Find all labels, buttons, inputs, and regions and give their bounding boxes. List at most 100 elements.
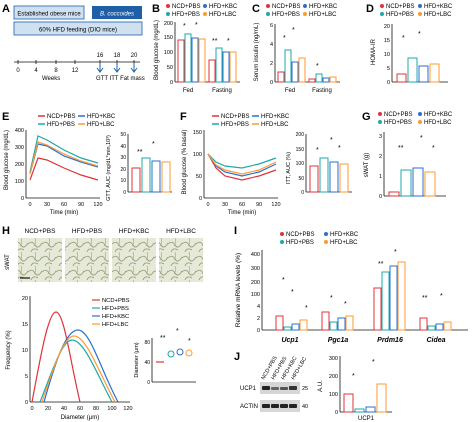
y-tick-label: 0 <box>25 400 28 406</box>
timeline-tick-label: 18 <box>114 53 121 59</box>
y-tick-label: 50 <box>120 132 126 138</box>
significance-star: ** <box>378 261 384 268</box>
inset-y-label-e: GTT, AUC (mg/dL*min,10³) <box>106 135 112 201</box>
significance-star: * <box>330 137 333 144</box>
diameter-dots <box>156 348 193 363</box>
y-tick-label: 3 <box>379 134 382 140</box>
panel-letter-b: B <box>152 3 160 15</box>
panel-f: F NCD+PBS HFD+KBC HFD+PBS HFD+LBC Blood … <box>180 111 352 216</box>
y-tick-label: 100 <box>251 292 260 298</box>
significance-star: * <box>291 289 294 296</box>
y-tick-label: 100 <box>329 392 338 398</box>
x-tick-label: 80 <box>93 406 99 412</box>
legend-entry: HFD+PBS <box>272 12 300 18</box>
x-tick-label: 60 <box>77 406 83 412</box>
legend-entry: HFD+PBS <box>384 120 412 126</box>
x-axis-label-j: UCP1 <box>358 416 375 422</box>
significance-star: * <box>316 63 319 70</box>
y-tick-label: 400 <box>15 128 24 134</box>
panel-c: C NCD+PBS HFD+KBC HFD+PBS HFD+LBC Serum … <box>252 3 340 94</box>
y-tick-label: 100 <box>164 50 173 56</box>
bars-b <box>177 33 237 83</box>
legend-entry: NCD+PBS <box>221 114 250 120</box>
legend-entry: NCD+PBS <box>172 4 201 10</box>
significance-star: * <box>372 359 375 366</box>
significance-star: ** <box>398 145 404 152</box>
legend-entry: HFD+LBC <box>424 120 452 126</box>
y-tick-label: 5 <box>25 374 28 380</box>
bars-d <box>396 57 440 83</box>
x-tick-label: 120 <box>271 202 280 208</box>
y-tick-label: 150 <box>164 35 173 41</box>
legend-entry: NCD+PBS <box>272 4 301 10</box>
y-axis-label-f: Blood glucose (% basal) <box>182 130 188 195</box>
panel-d: D NCD+PBS HFD+KBC HFD+PBS HFD+LBC HOMA-I… <box>366 3 453 86</box>
significance-star: * <box>292 27 295 34</box>
legend-entry: NCD+PBS <box>47 114 76 120</box>
y-tick-label: 0 <box>387 80 390 86</box>
panel-letter-f: F <box>180 111 187 123</box>
gene-label: Ucp1 <box>281 337 298 344</box>
legend-entry: HFD+PBS <box>386 12 414 18</box>
panel-h: H NCD+PBS HFD+PBS HFD+KBC HFD+LBC sWAT F… <box>2 225 203 421</box>
bacteria-box <box>92 6 142 19</box>
y-tick-label: 300 <box>15 145 24 151</box>
x-axis-label-h: Diameter (μm) <box>61 415 99 421</box>
y-tick-label: 200 <box>251 280 260 286</box>
x-tick-label: 0 <box>206 202 209 208</box>
histology-image <box>112 238 156 282</box>
legend-entry: HFD+KBC <box>330 232 359 238</box>
significance-star: * <box>420 135 423 142</box>
y-axis-label-g: sWAT (g) <box>364 153 370 178</box>
legend-entry: NCD+PBS <box>102 298 130 304</box>
panel-letter-j: J <box>234 351 240 363</box>
y-axis-label-c: Serum insulin (ng/mL) <box>254 23 260 82</box>
x-tick-label: 30 <box>44 202 50 208</box>
group-label: Fasting <box>312 88 332 94</box>
y-tick-label: 150 <box>193 130 202 136</box>
y-axis-label-b: Blood glucose (mg/dL) <box>154 20 160 80</box>
legend-entry: NCD+PBS <box>386 4 415 10</box>
histology-image <box>159 238 203 282</box>
legend-entry: HFD+PBS <box>172 12 200 18</box>
legend-i: NCD+PBS HFD+KBC HFD+PBS HFD+LBC <box>280 232 359 246</box>
gene-label: Cidea <box>426 337 445 344</box>
bars-g <box>388 167 436 197</box>
legend-entry: HFD+PBS <box>286 240 314 246</box>
group-label: Fed <box>183 88 193 94</box>
legend-entry: HFD+KBC <box>87 114 116 120</box>
y-tick-label: 100 <box>296 161 305 167</box>
y-tick-label: 10 <box>120 178 126 184</box>
y-tick-label: 30 <box>120 155 126 161</box>
histology-image <box>65 238 109 282</box>
legend-entry: HFD+KBC <box>309 4 338 10</box>
obese-mice-label: Established obese mice <box>17 12 81 18</box>
timeline-tick-label: 20 <box>131 53 138 59</box>
kda-label: 40 <box>302 404 308 410</box>
significance-star: * <box>330 295 333 302</box>
panel-letter-e: E <box>2 111 9 123</box>
image-label: HFD+PBS <box>72 228 103 235</box>
itt-curves <box>207 153 277 181</box>
y-tick-label: 4 <box>257 304 260 310</box>
y-axis-label-d: HOMA-IR <box>371 38 377 65</box>
legend-entry: HFD+PBS <box>221 122 249 128</box>
panel-b: B NCD+PBS HFD+KBC HFD+PBS HFD+LBC Blood … <box>152 3 240 94</box>
y-tick-label: 20 <box>120 167 126 173</box>
y-tick-label: 200 <box>329 374 338 380</box>
y-tick-label: 0 <box>147 380 150 386</box>
timeline-tick-label: 0 <box>16 68 20 74</box>
y-tick-label: 0 <box>170 80 173 86</box>
x-tick-label: 20 <box>45 406 51 412</box>
y-tick-label: 300 <box>329 356 338 362</box>
significance-star: * <box>418 31 421 38</box>
legend-entry: HFD+KBC <box>424 112 453 118</box>
row-label: sWAT <box>5 254 11 270</box>
legend-c: NCD+PBS HFD+KBC HFD+PBS HFD+LBC <box>266 4 338 18</box>
significance-star: * <box>338 145 341 152</box>
y-tick-label: 0 <box>199 196 202 202</box>
significance-star: * <box>432 145 435 152</box>
legend-f: NCD+PBS HFD+KBC HFD+PBS HFD+LBC <box>212 114 290 128</box>
panel-j: J NCD+PBS HFD+PBS HFD+KBC HFD+LBC UCP1 A… <box>234 351 392 422</box>
legend-entry: HFD+LBC <box>424 12 452 18</box>
